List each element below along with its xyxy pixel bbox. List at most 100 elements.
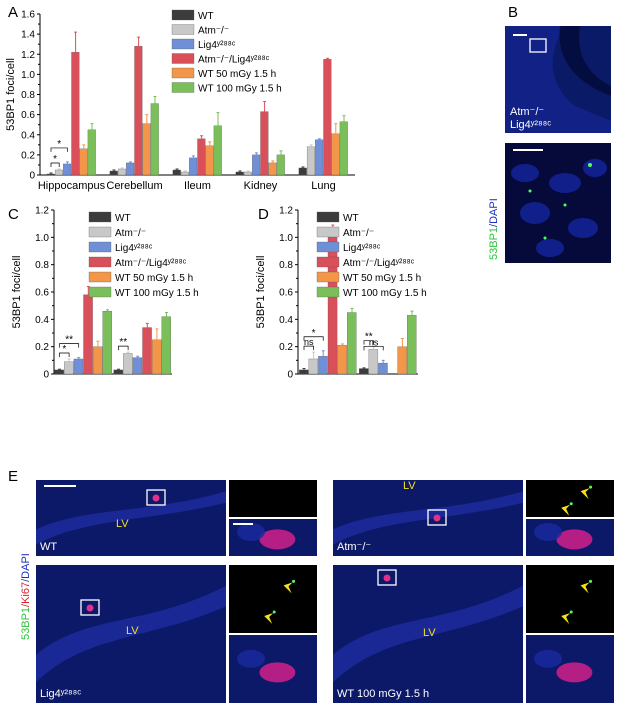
y-tick-label: 0.2 bbox=[279, 342, 293, 353]
e-zoom-merge bbox=[229, 519, 317, 556]
e-main-image: LV WT bbox=[36, 480, 226, 556]
bar bbox=[132, 357, 143, 375]
bar bbox=[151, 339, 162, 375]
y-tick-label: 1.2 bbox=[279, 206, 293, 217]
category-label: Kidney bbox=[244, 180, 278, 192]
e-zoom-green bbox=[526, 480, 614, 517]
legend-label: WT bbox=[115, 213, 131, 224]
bar bbox=[73, 358, 84, 375]
dapi-nucleus bbox=[534, 522, 562, 541]
bar bbox=[268, 162, 277, 176]
bar bbox=[315, 139, 324, 176]
tissue-band bbox=[333, 491, 523, 545]
bar bbox=[92, 346, 103, 375]
y-axis-label: 53BP1 foci/cell bbox=[11, 256, 23, 329]
lv-label: LV bbox=[116, 518, 129, 530]
legend-swatch bbox=[171, 9, 195, 21]
category-label: SVZ Ki67- bbox=[58, 379, 108, 380]
significance-label: * bbox=[312, 328, 316, 339]
ki67-nucleus bbox=[556, 662, 593, 683]
zoom-region-box bbox=[427, 509, 447, 526]
legend-label: Atm⁻/⁻/Lig4ʸ²⁸⁸ᶜ bbox=[198, 55, 270, 66]
significance-bracket bbox=[59, 343, 80, 348]
lv-label: LV bbox=[126, 625, 139, 637]
bar bbox=[306, 146, 315, 176]
arrowhead-icon bbox=[561, 504, 571, 516]
e-main-image: LV WT 100 mGy 1.5 h bbox=[333, 565, 523, 703]
bar bbox=[123, 353, 133, 375]
ki67-nucleus bbox=[259, 662, 296, 683]
53bp1-focus bbox=[589, 485, 593, 489]
ki67-cell bbox=[383, 574, 391, 582]
e-stain-label: 53BP1/Ki67/DAPI bbox=[20, 553, 32, 640]
arrowhead-icon bbox=[580, 488, 590, 500]
bar bbox=[117, 168, 126, 176]
lv-label: LV bbox=[423, 627, 436, 639]
scale-bar bbox=[44, 485, 76, 487]
53bp1-focus bbox=[292, 579, 296, 583]
bar bbox=[359, 368, 369, 375]
category-label: SGZ Ki67+ bbox=[361, 379, 415, 380]
significance-bracket bbox=[303, 345, 314, 351]
e-zoom-merge bbox=[229, 635, 317, 703]
significance-label: ns bbox=[369, 337, 379, 347]
condition-label: Lig4ʸ²⁸⁸ᶜ bbox=[40, 688, 82, 700]
significance-label: ** bbox=[365, 332, 373, 343]
e-zoom-green bbox=[526, 565, 614, 633]
legend-label: Lig4ʸ²⁸⁸ᶜ bbox=[343, 243, 381, 254]
bar bbox=[260, 111, 269, 176]
y-tick-label: 1.6 bbox=[21, 10, 35, 21]
legend-swatch bbox=[316, 211, 340, 223]
bar bbox=[323, 59, 332, 176]
y-tick-label: 0.6 bbox=[35, 288, 49, 299]
legend-swatch bbox=[88, 241, 112, 253]
53bp1-focus bbox=[272, 610, 276, 614]
y-tick-label: 1.0 bbox=[279, 233, 293, 244]
bar bbox=[378, 362, 388, 375]
zoom-region-box bbox=[146, 489, 166, 506]
legend-label: Atm⁻/⁻ bbox=[198, 26, 229, 37]
bar bbox=[64, 361, 74, 375]
panel-label-c: C bbox=[8, 206, 19, 223]
y-tick-label: 0 bbox=[43, 370, 49, 381]
legend-swatch bbox=[88, 226, 112, 238]
y-tick-label: 1.2 bbox=[35, 206, 49, 217]
microscopy-b-zoom bbox=[505, 143, 611, 263]
chart-c: 0 0.2 0.4 0.6 0.8 1.0 1.2 53BP1 foci/cell SVZ Ki… bbox=[11, 206, 199, 381]
legend-swatch bbox=[171, 24, 195, 35]
legend-swatch bbox=[171, 53, 195, 64]
legend-label: Atm⁻/⁻/Lig4ʸ²⁸⁸ᶜ bbox=[115, 258, 187, 269]
chart-a: 0 0.2 0.4 0.6 0.8 1.0 1.2 1.4 1.6 53BP1 foci/cell… bbox=[5, 9, 355, 192]
bar bbox=[79, 148, 88, 176]
legend-label: WT 50 mGy 1.5 h bbox=[115, 273, 193, 284]
bar bbox=[368, 349, 379, 375]
tissue-band bbox=[333, 585, 523, 683]
bar bbox=[63, 163, 72, 176]
bar bbox=[299, 369, 309, 375]
legend-label: Atm⁻/⁻ bbox=[115, 228, 146, 239]
significance-bracket bbox=[303, 336, 324, 341]
significance-bracket bbox=[118, 345, 129, 351]
ki67-cell bbox=[433, 514, 441, 522]
legend-swatch bbox=[171, 67, 195, 79]
legend-swatch bbox=[88, 286, 112, 298]
bar bbox=[327, 233, 338, 375]
tissue-band bbox=[36, 491, 226, 545]
legend-label: WT 100 mGy 1.5 h bbox=[115, 288, 199, 299]
legend-swatch bbox=[88, 271, 112, 283]
legend-label: Lig4ʸ²⁸⁸ᶜ bbox=[198, 40, 236, 51]
legend-label: Atm⁻/⁻ bbox=[343, 228, 374, 239]
legend-swatch bbox=[316, 286, 340, 298]
b-genotype-line2: Lig4ʸ²⁸⁸ᶜ bbox=[510, 119, 552, 131]
legend-swatch bbox=[316, 256, 340, 268]
e-zoom-merge bbox=[526, 635, 614, 703]
y-tick-label: 0.2 bbox=[35, 342, 49, 353]
bar bbox=[205, 145, 214, 176]
e-zoom-green bbox=[229, 480, 317, 517]
e-zoom-merge bbox=[526, 519, 614, 556]
category-label: SVZ Ki67+ bbox=[116, 379, 169, 380]
bar bbox=[235, 171, 244, 176]
y-tick-label: 0.4 bbox=[35, 315, 49, 326]
bar bbox=[102, 310, 112, 375]
bar bbox=[83, 294, 93, 375]
